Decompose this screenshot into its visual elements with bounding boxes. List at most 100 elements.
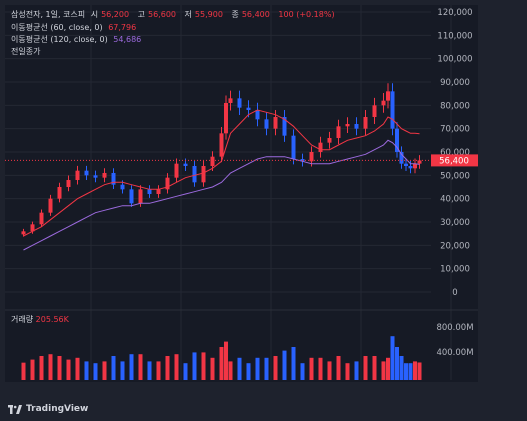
volume-bar — [224, 341, 228, 380]
candle-body — [165, 177, 170, 190]
volume-bar — [395, 347, 399, 380]
volume-bar — [327, 361, 332, 380]
ma60-legend[interactable]: 이동평균선 (60, close, 0) 67,796 — [11, 22, 139, 33]
ma120-legend[interactable]: 이동평균선 (120, close, 0) 54,686 — [11, 34, 144, 45]
tradingview-footer[interactable]: TradingView — [8, 404, 88, 414]
candle-body — [111, 173, 116, 185]
volume-bar — [219, 347, 224, 380]
volume-bar — [413, 361, 417, 380]
volume-bar — [318, 357, 323, 380]
candle-body — [93, 175, 98, 178]
candle-body — [21, 231, 26, 235]
candle-body — [57, 187, 62, 199]
volume-bar — [66, 359, 71, 380]
tradingview-brand: TradingView — [26, 404, 89, 414]
volume-bar — [174, 354, 179, 380]
candle-body — [363, 117, 368, 129]
candle-body — [75, 170, 80, 180]
volume-bar — [336, 356, 341, 380]
candle-body — [399, 152, 404, 164]
volume-tick-label: 400.00M — [436, 348, 473, 358]
ohlc-open: 시 56,200 — [90, 10, 130, 19]
volume-bar — [372, 356, 377, 380]
price-chart-svg[interactable]: 120,000 110,000 100,000 90,000 80,000 70,000 6… — [5, 5, 478, 397]
volume-bar — [228, 361, 233, 380]
candle-body — [147, 189, 152, 194]
volume-bar — [386, 357, 390, 380]
volume-bar — [165, 356, 170, 380]
volume-bar — [246, 363, 251, 380]
ma60-line — [23, 109, 420, 237]
volume-bar — [84, 361, 89, 380]
candle-body — [120, 184, 125, 190]
candle-body — [381, 100, 386, 106]
candle-body — [417, 160, 422, 164]
candle-body — [413, 163, 417, 169]
candle-body — [201, 166, 206, 183]
candle-body — [228, 98, 233, 103]
volume-bar — [408, 363, 413, 380]
price-tick-label: 10,000 — [440, 265, 470, 275]
volume-bar — [75, 357, 80, 380]
candle-body — [66, 180, 71, 187]
volume-bar — [156, 361, 161, 380]
volume-bar — [129, 354, 134, 380]
price-tick-label: 70,000 — [440, 125, 470, 135]
volume-bar — [345, 363, 350, 380]
volume-bar — [39, 356, 44, 380]
candle-body — [318, 142, 323, 152]
volume-bar — [102, 361, 107, 380]
volume-bar — [354, 361, 359, 380]
candle-body — [282, 117, 287, 136]
candle-body — [192, 166, 197, 183]
candle-body — [102, 173, 107, 178]
price-tick-label: 40,000 — [440, 195, 470, 205]
volume-tick-label: 800.00M — [436, 323, 473, 333]
last-price-badge — [431, 154, 478, 167]
candle-body — [210, 156, 215, 166]
volume-bar — [237, 357, 242, 380]
last-price-label: 56,400 — [439, 156, 469, 166]
volume-bar — [399, 356, 404, 380]
ma60-value: 67,796 — [108, 23, 137, 32]
price-tick-label: 60,000 — [440, 148, 470, 158]
candle-body — [336, 126, 341, 138]
candle-body — [291, 135, 296, 159]
ma60-label: 이동평균선 (60, close, 0) — [11, 23, 103, 32]
volume-bar — [30, 359, 35, 380]
symbol-label[interactable]: 삼성전자, 1일, 코스피 — [11, 10, 86, 19]
volume-bar — [255, 357, 260, 380]
ma120-label: 이동평균선 (120, close, 0) — [11, 35, 108, 44]
volume-bar — [183, 363, 188, 380]
candle-body — [390, 91, 395, 129]
candle-body — [408, 166, 413, 169]
volume-bar — [264, 357, 269, 380]
volume-bar — [120, 361, 125, 380]
ma120-line — [23, 139, 420, 251]
volume-legend[interactable]: 거래량 205.56K — [11, 314, 69, 325]
chart-plot-area[interactable]: 120,000 110,000 100,000 90,000 80,000 70,000 6… — [5, 5, 478, 397]
volume-bar — [390, 336, 395, 380]
price-tick-label: 50,000 — [440, 171, 470, 181]
ohlc-high: 고 56,600 — [137, 10, 176, 19]
candle-body — [174, 163, 179, 178]
candle-body — [372, 105, 377, 117]
candle-body — [224, 103, 228, 134]
prev-close-legend[interactable]: 전일종가 — [11, 46, 43, 57]
candle-body — [345, 124, 350, 127]
volume-bar — [192, 352, 197, 380]
ohlc-low: 저 55,900 — [184, 10, 223, 19]
price-tick-label: 0 — [452, 288, 457, 298]
candle-body — [138, 189, 143, 204]
candle-body — [237, 98, 242, 108]
volume-bar — [282, 350, 287, 380]
price-change: 100 (+0.18%) — [278, 10, 335, 19]
ohlc-close: 종 56,400 — [231, 10, 270, 19]
candle-body — [48, 198, 53, 213]
candle-body — [354, 124, 359, 129]
prev-close-label: 전일종가 — [11, 47, 41, 56]
candle-body — [273, 117, 278, 129]
price-tick-label: 90,000 — [440, 78, 470, 88]
